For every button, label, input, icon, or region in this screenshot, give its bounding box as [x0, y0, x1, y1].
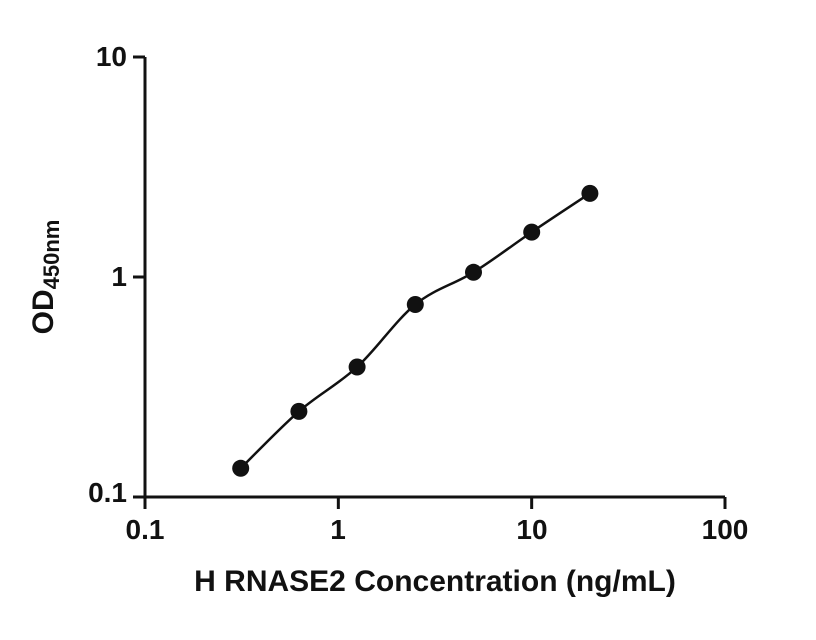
- y-axis-title-main: OD: [27, 289, 60, 335]
- data-point: [581, 184, 599, 202]
- data-point: [290, 402, 308, 420]
- x-axis-title: H RNASE2 Concentration (ng/mL): [194, 565, 676, 598]
- x-tick-label-100: 100: [701, 514, 749, 545]
- data-point: [465, 263, 482, 281]
- x-tick-label-10: 10: [516, 514, 548, 545]
- data-point: [348, 358, 366, 376]
- data-point: [406, 296, 424, 313]
- y-tick-label-0-1: 0.1: [88, 477, 127, 508]
- y-axis-title-subscript: 450nm: [39, 219, 64, 290]
- y-axis-title: OD450nm: [27, 220, 65, 335]
- y-tick-label-1: 1: [111, 261, 127, 292]
- x-tick-label-1: 1: [330, 514, 346, 545]
- y-tick-label-10: 10: [95, 41, 127, 72]
- data-point: [523, 223, 541, 241]
- data-point: [232, 459, 250, 477]
- x-tick-label-0-1: 0.1: [125, 514, 165, 545]
